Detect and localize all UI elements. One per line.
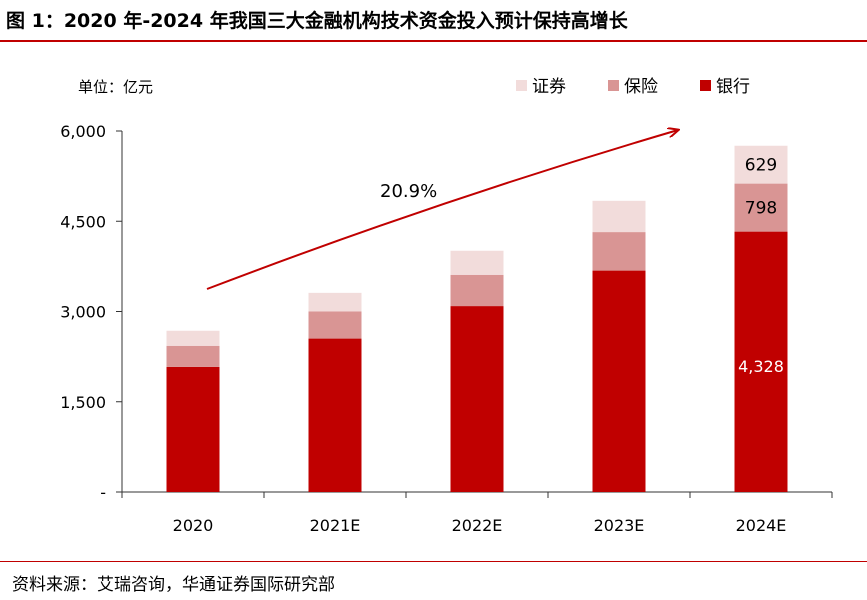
title-divider bbox=[0, 40, 867, 42]
x-tick-label: 2020 bbox=[173, 516, 214, 535]
bar-保险-2020 bbox=[166, 345, 220, 367]
bar-保险-2021E bbox=[308, 311, 362, 339]
bar-证券-2021E bbox=[308, 292, 362, 312]
bar-保险-2022E bbox=[450, 274, 504, 307]
source-divider bbox=[0, 561, 867, 562]
chart-title: 图 1：2020 年-2024 年我国三大金融机构技术资金投入预计保持高增长 bbox=[6, 10, 628, 32]
bar-证券-2023E bbox=[592, 200, 646, 233]
x-tick-label: 2021E bbox=[310, 516, 361, 535]
legend-swatch-银行 bbox=[700, 80, 711, 91]
bar-证券-2024E bbox=[734, 145, 788, 184]
bar-银行-2024E bbox=[734, 231, 788, 492]
legend-swatch-证券 bbox=[516, 80, 527, 91]
legend-label-保险: 保险 bbox=[624, 77, 658, 97]
legend-label-证券: 证券 bbox=[532, 77, 566, 97]
bar-保险-2024E bbox=[734, 183, 788, 232]
source-note: 资料来源：艾瑞咨询，华通证券国际研究部 bbox=[12, 575, 335, 595]
x-tick-label: 2023E bbox=[594, 516, 645, 535]
y-tick-label: 4,500 bbox=[60, 212, 106, 231]
y-tick-label: 3,000 bbox=[60, 303, 106, 322]
bar-证券-2020 bbox=[166, 330, 220, 346]
y-tick-label: 6,000 bbox=[60, 122, 106, 141]
bar-银行-2021E bbox=[308, 338, 362, 492]
y-tick-label: - bbox=[100, 483, 106, 502]
legend-label-银行: 银行 bbox=[716, 77, 750, 97]
y-tick-label: 1,500 bbox=[60, 393, 106, 412]
growth-arrow bbox=[206, 130, 678, 290]
x-tick-label: 2022E bbox=[452, 516, 503, 535]
data-label-保险-2024E: 798 bbox=[745, 199, 777, 219]
data-label-银行-2024E: 4,328 bbox=[738, 357, 784, 376]
bar-证券-2022E bbox=[450, 250, 504, 275]
bar-银行-2023E bbox=[592, 270, 646, 492]
bar-银行-2022E bbox=[450, 306, 504, 492]
bar-银行-2020 bbox=[166, 366, 220, 492]
bar-保险-2023E bbox=[592, 232, 646, 271]
stacked-bar-chart: 单位：亿元 - 1,500 3,000 4,500 6,000 2020 2021E 2022E… bbox=[60, 77, 833, 535]
x-tick-label: 2024E bbox=[736, 516, 787, 535]
legend-swatch-保险 bbox=[608, 80, 619, 91]
growth-rate-label: 20.9% bbox=[380, 181, 437, 202]
data-label-证券-2024E: 629 bbox=[745, 156, 777, 176]
unit-label: 单位：亿元 bbox=[78, 78, 153, 96]
